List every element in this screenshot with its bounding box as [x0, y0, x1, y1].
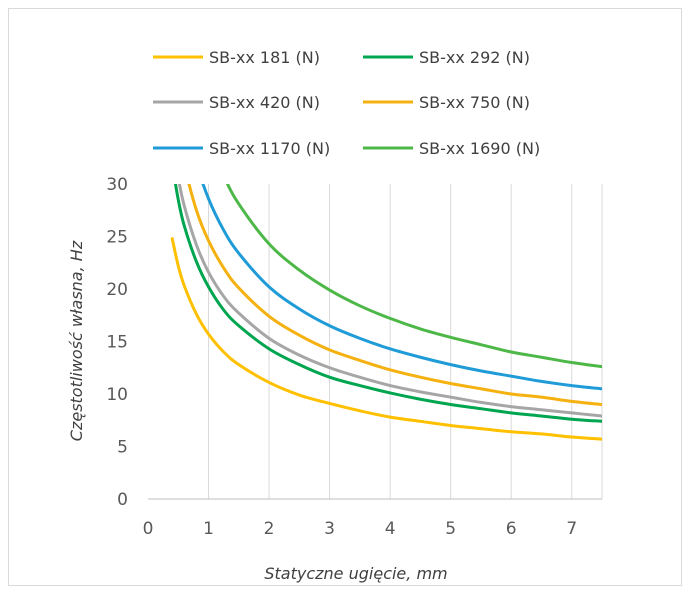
legend-label: SB-xx 750 (N) [419, 93, 530, 112]
y-tick-label: 5 [117, 438, 128, 458]
series-line-2 [173, 184, 602, 423]
legend-label: SB-xx 1170 (N) [209, 139, 330, 158]
x-tick-label: 3 [324, 519, 335, 539]
y-tick-label: 15 [106, 333, 128, 353]
x-tick-label: 1 [203, 519, 214, 539]
legend-label: SB-xx 1690 (N) [419, 139, 540, 158]
series-line-3 [177, 184, 602, 418]
legend-label: SB-xx 181 (N) [209, 48, 320, 67]
y-tick-label: 30 [106, 175, 128, 195]
x-tick-label: 2 [264, 519, 275, 539]
x-tick-label: 6 [506, 519, 517, 539]
x-tick-label: 5 [445, 519, 456, 539]
series-line-5 [201, 184, 602, 391]
series-line-1 [170, 237, 602, 441]
grid [208, 184, 603, 499]
legend-label: SB-xx 292 (N) [419, 48, 530, 67]
series-line-6 [225, 184, 602, 369]
legend-label: SB-xx 420 (N) [209, 93, 320, 112]
y-axis-title: Częstotliwość własna, Hz [67, 240, 86, 441]
y-tick-labels: 0 5 10 15 20 25 30 [106, 175, 128, 510]
series-layer [170, 184, 602, 441]
x-tick-label: 7 [566, 519, 577, 539]
y-tick-label: 20 [106, 280, 128, 300]
series-line-4 [187, 184, 602, 406]
legend: SB-xx 181 (N) SB-xx 292 (N) SB-xx 420 (N) S… [153, 48, 540, 158]
y-tick-label: 25 [106, 228, 128, 248]
y-tick-label: 10 [106, 385, 128, 405]
y-tick-label: 0 [117, 490, 128, 510]
x-tick-label: 0 [143, 519, 154, 539]
x-tick-label: 4 [385, 519, 396, 539]
x-tick-labels: 0 1 2 3 4 5 6 7 [143, 519, 578, 539]
x-axis-title: Statyczne ugięcie, mm [264, 564, 447, 583]
